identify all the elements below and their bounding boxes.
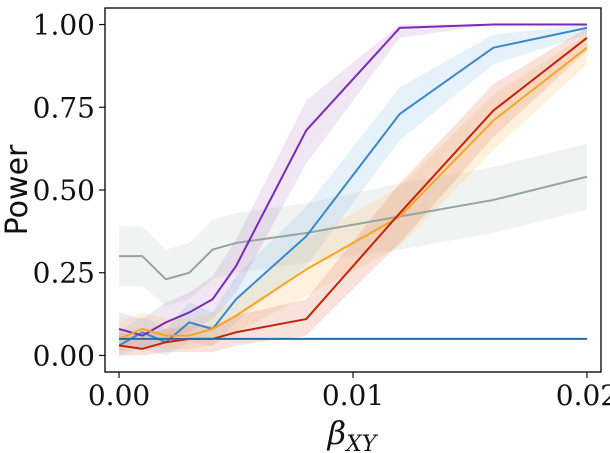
x-tick-label: 0.00 (88, 379, 150, 412)
y-tick-label: 1.00 (33, 9, 95, 42)
line-gray (119, 175, 588, 281)
x-axis-ticks: 0.00 0.01 0.02 (88, 372, 610, 412)
line-purple (118, 23, 587, 337)
band-red (119, 27, 587, 356)
line-blue (118, 26, 588, 347)
y-axis-label: Power (0, 144, 35, 235)
y-axis-ticks: 0.00 0.25 0.50 0.75 1.00 (33, 9, 105, 372)
band-orange (119, 34, 587, 353)
line-orange (118, 46, 588, 340)
x-axis-label-subscript: XY (344, 432, 379, 453)
y-tick-label: 0.25 (33, 257, 95, 290)
x-axis-label: βXY (327, 414, 379, 453)
y-tick-label: 0.50 (33, 174, 95, 207)
y-tick-label: 0.00 (33, 339, 95, 372)
series-lines (118, 23, 588, 350)
band-blue (119, 24, 587, 356)
x-tick-label: 0.01 (322, 379, 384, 412)
y-tick-label: 0.75 (33, 91, 95, 124)
line-red (118, 36, 588, 350)
x-tick-label: 0.02 (556, 379, 610, 412)
x-axis-label-symbol: β (327, 414, 347, 452)
confidence-bands (119, 24, 587, 356)
